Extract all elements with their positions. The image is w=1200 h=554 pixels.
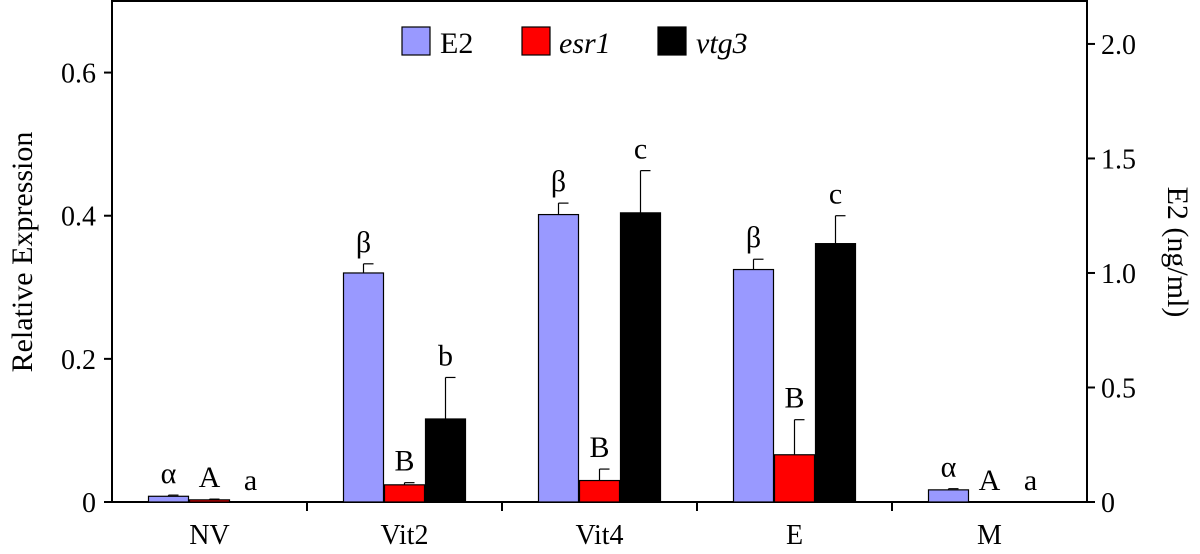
bar-e2-nv	[147, 495, 190, 503]
left-y-axis-title: Relative Expression	[6, 132, 39, 373]
bar-vtg3-e	[814, 243, 857, 503]
left-tick-label: 0.4	[61, 202, 96, 233]
right-tick-label: 1.5	[1101, 144, 1136, 175]
bar-e2-m	[927, 489, 970, 503]
sig-label-e2-vit2: β	[356, 226, 371, 259]
sig-label-vtg3-nv: a	[244, 464, 257, 497]
x-tick-label-e: E	[786, 520, 803, 551]
legend-swatch-e2	[401, 26, 431, 56]
bars	[147, 212, 970, 503]
right-tick-label: 0.5	[1101, 373, 1136, 404]
right-tick-label: 1.0	[1101, 259, 1136, 290]
legend-label-vtg3: vtg3	[696, 27, 748, 60]
bar-esr1-vit4	[578, 479, 621, 503]
bar-esr1-vit2	[383, 484, 426, 503]
sig-label-vtg3-vit2: b	[438, 339, 453, 372]
sig-label-esr1-vit4: B	[589, 431, 609, 464]
bar-e2-e	[732, 268, 775, 503]
sig-label-e2-m: α	[941, 451, 957, 484]
x-tick-label-vit2: Vit2	[380, 520, 428, 551]
right-tick-label: 2.0	[1101, 30, 1136, 61]
legend-label-e2: E2	[440, 27, 473, 60]
sig-label-vtg3-vit4: c	[634, 133, 647, 166]
x-tick-label-nv: NV	[189, 520, 229, 551]
left-tick-label: 0.6	[61, 59, 96, 90]
sig-label-esr1-e: B	[784, 382, 804, 415]
sig-label-vtg3-m: a	[1024, 464, 1037, 497]
left-tick-label: 0	[82, 488, 96, 519]
bar-e2-vit4	[537, 213, 580, 503]
plot-area	[111, 0, 1088, 503]
legend-swatch-esr1	[521, 26, 551, 56]
sig-label-e2-vit4: β	[551, 165, 566, 198]
sig-label-esr1-vit2: B	[394, 445, 414, 478]
right-y-ticks: 0 0.5 1.0 1.5 2.0	[1087, 30, 1136, 519]
bar-vtg3-vit4	[619, 212, 662, 503]
sig-label-vtg3-e: c	[829, 178, 842, 211]
sig-label-esr1-nv: A	[199, 461, 221, 494]
right-y-axis-title: E2 (ng/ml)	[1161, 187, 1194, 318]
legend-label-esr1: esr1	[559, 27, 611, 60]
legend: E2 esr1 vtg3	[401, 26, 748, 60]
bar-esr1-nv	[188, 499, 231, 503]
bar-vtg3-vit2	[424, 418, 467, 503]
error-bars	[167, 170, 959, 500]
x-tick-label-vit4: Vit4	[575, 520, 623, 551]
sig-label-e2-e: β	[746, 221, 761, 254]
left-y-ticks: 0 0.2 0.4 0.6	[61, 59, 112, 519]
bar-e2-vit2	[342, 272, 385, 503]
x-tick-label-m: M	[977, 520, 1002, 551]
right-tick-label: 0	[1101, 488, 1115, 519]
left-tick-label: 0.2	[61, 345, 96, 376]
sig-label-e2-nv: α	[161, 457, 177, 490]
sig-label-esr1-m: A	[979, 464, 1001, 497]
x-ticks: NV Vit2 Vit4 E M	[189, 502, 1002, 551]
bar-esr1-e	[773, 454, 816, 503]
legend-swatch-vtg3	[657, 26, 687, 56]
